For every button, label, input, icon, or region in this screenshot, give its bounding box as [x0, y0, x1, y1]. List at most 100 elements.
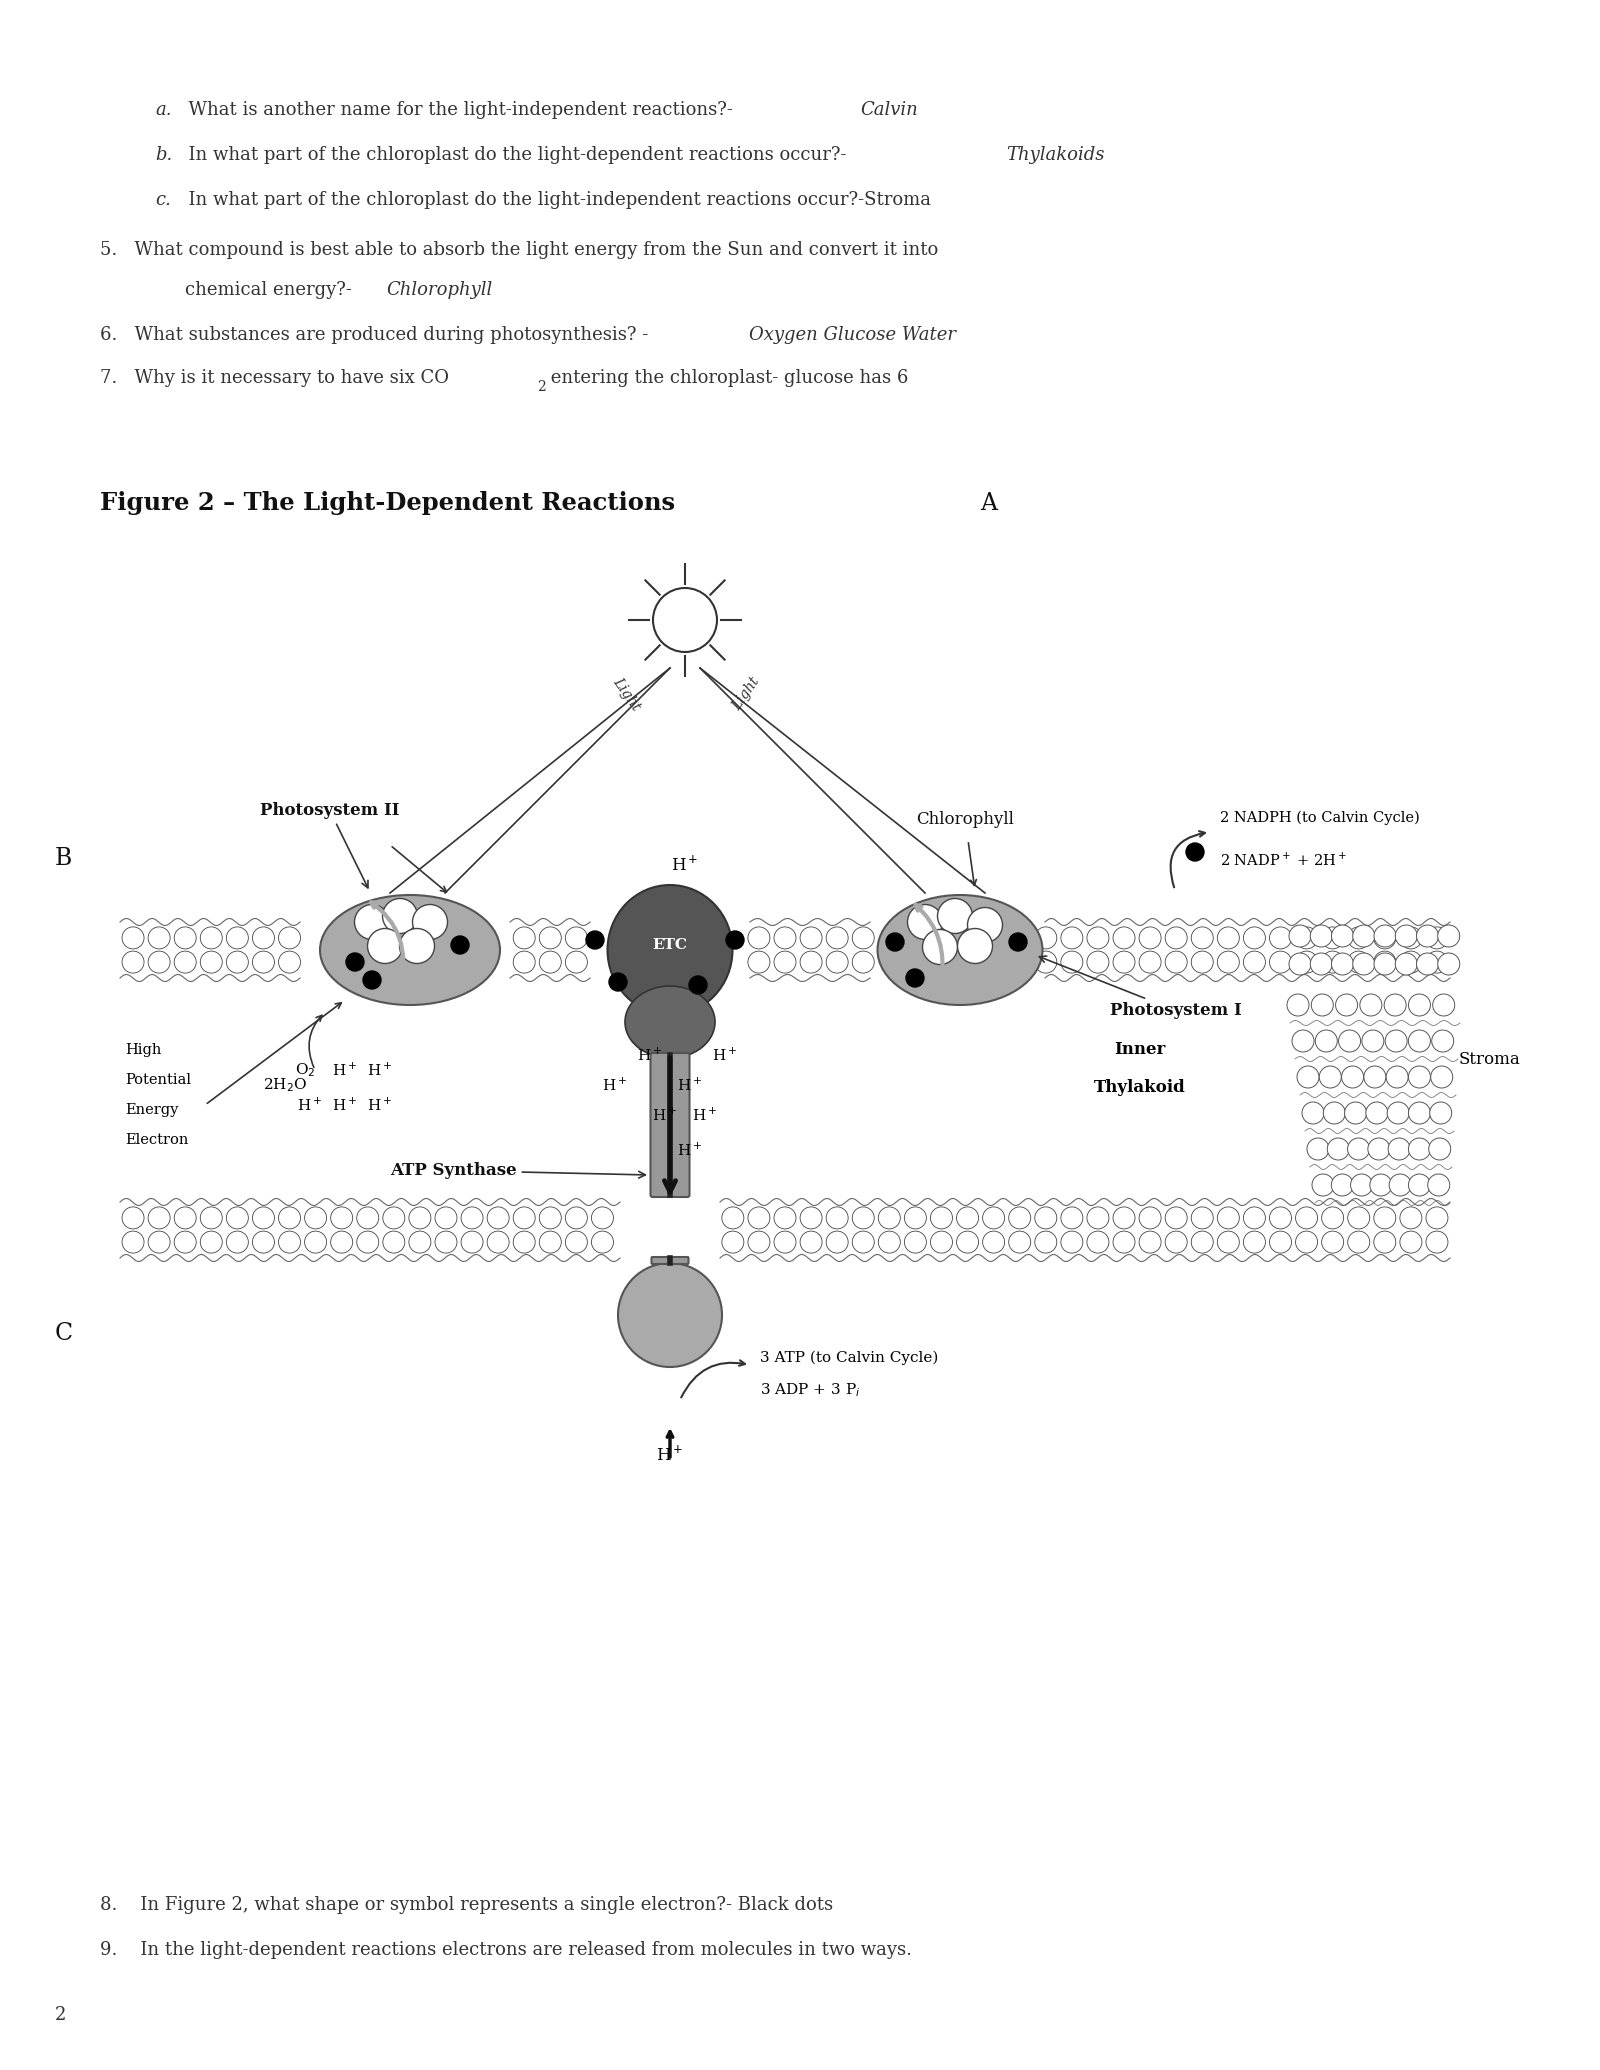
Circle shape: [331, 1207, 352, 1230]
Circle shape: [514, 950, 536, 973]
Circle shape: [1320, 1066, 1341, 1089]
Text: 3 ATP (to Calvin Cycle): 3 ATP (to Calvin Cycle): [760, 1352, 938, 1366]
Circle shape: [1370, 1174, 1392, 1196]
Ellipse shape: [877, 894, 1043, 1006]
Ellipse shape: [626, 985, 715, 1058]
Circle shape: [1139, 1232, 1162, 1252]
Circle shape: [122, 950, 144, 973]
Circle shape: [1061, 927, 1083, 948]
Circle shape: [904, 1232, 926, 1252]
Text: H$^+$: H$^+$: [602, 1076, 627, 1093]
Text: c.: c.: [155, 190, 171, 209]
Text: Thylakoid: Thylakoid: [1094, 1078, 1186, 1097]
Circle shape: [1395, 952, 1418, 975]
Circle shape: [1165, 950, 1187, 973]
Circle shape: [800, 1232, 822, 1252]
Circle shape: [1035, 1232, 1056, 1252]
Circle shape: [1352, 952, 1374, 975]
Circle shape: [1061, 1207, 1083, 1230]
Text: Stroma: Stroma: [1459, 1052, 1522, 1068]
Circle shape: [565, 927, 587, 948]
Circle shape: [357, 1207, 379, 1230]
Text: ATP Synthase: ATP Synthase: [390, 1161, 645, 1180]
Text: In what part of the chloroplast do the light-independent reactions occur?-Stroma: In what part of the chloroplast do the l…: [178, 190, 931, 209]
Circle shape: [1114, 1232, 1134, 1252]
Circle shape: [1307, 1138, 1330, 1159]
Circle shape: [906, 969, 925, 987]
Circle shape: [304, 1207, 326, 1230]
Text: Inner: Inner: [1114, 1041, 1166, 1058]
Circle shape: [486, 1207, 509, 1230]
Circle shape: [200, 1232, 222, 1252]
Circle shape: [1438, 925, 1459, 946]
Circle shape: [1426, 1232, 1448, 1252]
Text: C: C: [54, 1323, 74, 1346]
Circle shape: [1427, 1174, 1450, 1196]
Circle shape: [774, 950, 797, 973]
Circle shape: [565, 1207, 587, 1230]
Circle shape: [1218, 950, 1240, 973]
Circle shape: [1061, 1232, 1083, 1252]
Circle shape: [1192, 1207, 1213, 1230]
Circle shape: [1035, 950, 1056, 973]
Circle shape: [1331, 952, 1354, 975]
Circle shape: [957, 1232, 979, 1252]
Circle shape: [826, 950, 848, 973]
Text: H$^+$: H$^+$: [672, 855, 699, 876]
Circle shape: [1323, 1101, 1346, 1124]
Text: Chlorophyll: Chlorophyll: [387, 282, 493, 298]
Circle shape: [1139, 927, 1162, 948]
Text: H$^+$: H$^+$: [677, 1076, 702, 1093]
Circle shape: [368, 929, 403, 963]
Circle shape: [1426, 950, 1448, 973]
Circle shape: [982, 1232, 1005, 1252]
Circle shape: [1347, 950, 1370, 973]
Circle shape: [149, 1232, 170, 1252]
Circle shape: [968, 907, 1003, 942]
Text: 9.    In the light-dependent reactions electrons are released from molecules in : 9. In the light-dependent reactions elec…: [99, 1942, 912, 1958]
Circle shape: [1408, 1031, 1430, 1052]
Text: High: High: [125, 1043, 162, 1058]
Circle shape: [904, 1207, 926, 1230]
Circle shape: [1302, 1101, 1325, 1124]
Circle shape: [1218, 1232, 1240, 1252]
Circle shape: [435, 1232, 458, 1252]
Circle shape: [382, 898, 418, 934]
Circle shape: [826, 927, 848, 948]
Circle shape: [592, 1207, 613, 1230]
Circle shape: [122, 1207, 144, 1230]
Circle shape: [1400, 927, 1422, 948]
Text: 5.   What compound is best able to absorb the light energy from the Sun and conv: 5. What compound is best able to absorb …: [99, 240, 938, 259]
Circle shape: [1366, 1101, 1387, 1124]
Circle shape: [1374, 1207, 1395, 1230]
Circle shape: [826, 1232, 848, 1252]
Circle shape: [907, 905, 942, 940]
Text: chemical energy?-: chemical energy?-: [186, 282, 358, 298]
Circle shape: [1389, 1138, 1410, 1159]
Circle shape: [363, 971, 381, 989]
Circle shape: [1310, 952, 1333, 975]
Circle shape: [1336, 994, 1357, 1016]
Circle shape: [1430, 1066, 1453, 1089]
Text: H$^+$: H$^+$: [712, 1045, 738, 1064]
Text: 3 ADP + 3 P$_i$: 3 ADP + 3 P$_i$: [760, 1381, 861, 1399]
Circle shape: [774, 1232, 797, 1252]
FancyBboxPatch shape: [651, 1054, 690, 1196]
Circle shape: [931, 1232, 952, 1252]
Text: Chlorophyll: Chlorophyll: [917, 811, 1014, 828]
Circle shape: [382, 1207, 405, 1230]
Text: 2: 2: [54, 2006, 66, 2024]
Circle shape: [410, 1207, 430, 1230]
Circle shape: [382, 1232, 405, 1252]
Text: ETC: ETC: [653, 938, 688, 952]
Circle shape: [1341, 1066, 1363, 1089]
Circle shape: [1186, 842, 1205, 861]
Circle shape: [1192, 950, 1213, 973]
Circle shape: [357, 1232, 379, 1252]
Text: H$^+$: H$^+$: [368, 1097, 392, 1114]
Text: 7.   Why is it necessary to have six CO: 7. Why is it necessary to have six CO: [99, 368, 450, 387]
Circle shape: [957, 1207, 979, 1230]
Circle shape: [886, 934, 904, 950]
Circle shape: [1322, 1232, 1344, 1252]
Text: Figure 2 – The Light-Dependent Reactions: Figure 2 – The Light-Dependent Reactions: [99, 491, 675, 515]
